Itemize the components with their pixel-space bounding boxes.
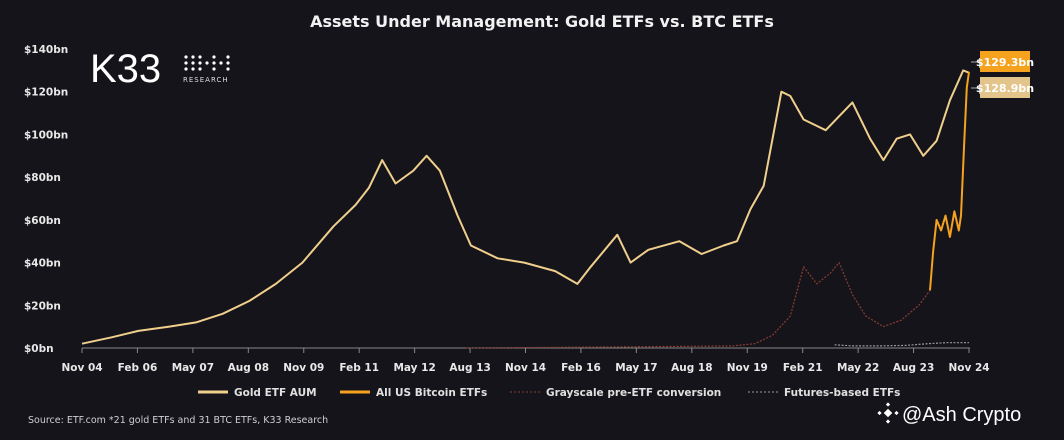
x-tick-label: Aug 13 <box>449 362 490 374</box>
x-tick-label: Nov 04 <box>61 362 102 374</box>
binance-icon <box>877 402 899 424</box>
watermark: @Ash Crypto <box>877 402 1021 426</box>
x-tick-label: May 17 <box>615 362 657 374</box>
y-tick-label: $80bn <box>24 172 61 184</box>
source-note: Source: ETF.com *21 gold ETFs and 31 BTC… <box>28 415 328 426</box>
y-tick-label: $60bn <box>24 215 61 227</box>
chart-title: Assets Under Management: Gold ETFs vs. B… <box>310 12 774 31</box>
x-tick-label: Feb 16 <box>561 362 601 374</box>
tag-box-btc <box>980 51 1030 72</box>
x-tick-label: Nov 14 <box>505 362 546 374</box>
y-tick-label: $20bn <box>24 300 61 312</box>
x-tick-label: Nov 09 <box>283 362 324 374</box>
y-tick-label: $40bn <box>24 258 61 270</box>
legend-label: Gold ETF AUM <box>234 387 317 399</box>
series-line-0 <box>81 69 970 345</box>
value-tag-btc: $129.3bn <box>971 51 1034 72</box>
series-line-1 <box>929 71 970 291</box>
x-tick-label: Feb 21 <box>783 362 823 374</box>
x-tick-label: Aug 08 <box>228 362 269 374</box>
legend-label: Futures-based ETFs <box>784 387 900 399</box>
x-tick-label: May 22 <box>837 362 879 374</box>
value-tag-gold: $128.9bn <box>971 77 1034 98</box>
tag-label-btc: $129.3bn <box>976 56 1034 69</box>
y-tick-label: $0bn <box>24 343 54 355</box>
watermark-text: @Ash Crypto <box>902 404 1021 426</box>
legend-label: Grayscale pre-ETF conversion <box>546 387 721 399</box>
x-tick-label: Feb 06 <box>118 362 158 374</box>
y-tick-label: $120bn <box>24 87 68 99</box>
logo-text: K33 <box>90 47 161 91</box>
x-tick-label: Nov 19 <box>727 362 768 374</box>
y-tick-label: $100bn <box>24 129 68 141</box>
x-tick-label: May 07 <box>172 362 214 374</box>
tag-box-gold <box>980 77 1030 98</box>
logo-subtitle: RESEARCH <box>183 76 229 84</box>
legend-label: All US Bitcoin ETFs <box>376 387 487 399</box>
k33-logo: K33 RESEARCH <box>90 47 230 91</box>
y-tick-label: $140bn <box>24 44 68 56</box>
series-line-3 <box>834 342 969 347</box>
x-tick-label: Feb 11 <box>339 362 379 374</box>
x-tick-label: Nov 24 <box>948 362 989 374</box>
x-tick-label: Aug 23 <box>893 362 934 374</box>
x-tick-label: Aug 18 <box>671 362 712 374</box>
tag-label-gold: $128.9bn <box>976 82 1034 95</box>
series-line-2 <box>466 262 931 349</box>
x-tick-label: May 12 <box>393 362 435 374</box>
